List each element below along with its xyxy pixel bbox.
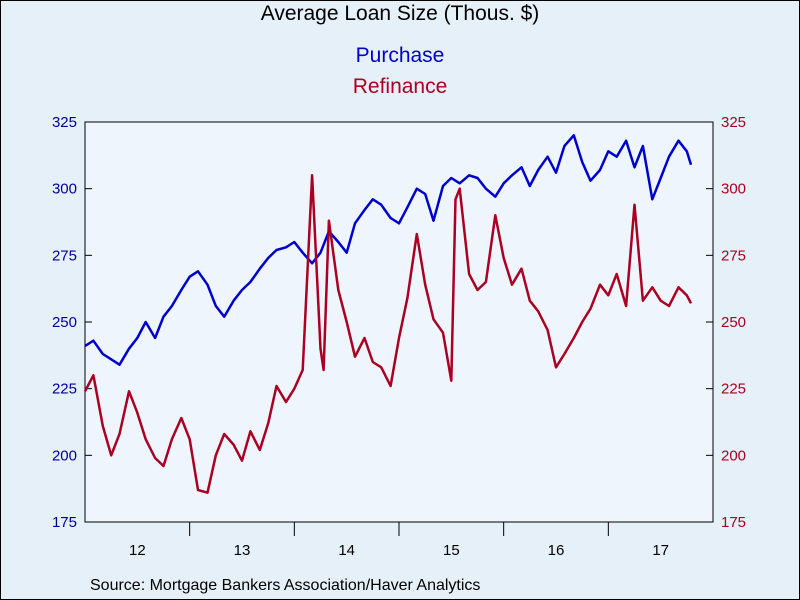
right-tick-label: 275 xyxy=(721,247,746,264)
x-tick-label: 14 xyxy=(338,542,355,559)
right-tick-label: 300 xyxy=(721,181,746,198)
left-tick-label: 200 xyxy=(52,447,77,464)
series-line-purchase xyxy=(84,134,693,366)
x-tick-label: 17 xyxy=(652,542,669,559)
plot-area xyxy=(84,121,714,523)
source-note: Source: Mortgage Bankers Association/Hav… xyxy=(90,577,481,594)
left-tick-label: 300 xyxy=(52,181,77,198)
series-line-refinance xyxy=(83,174,693,494)
left-tick-label: 325 xyxy=(52,114,77,131)
right-tick-label: 175 xyxy=(721,514,746,531)
series-layer xyxy=(83,134,693,494)
right-tick-label: 250 xyxy=(721,314,746,331)
right-tick-label: 225 xyxy=(721,381,746,398)
legend-purchase: Purchase xyxy=(355,44,445,67)
legend-refinance: Refinance xyxy=(352,75,448,98)
chart-title: Average Loan Size (Thous. $) xyxy=(260,2,540,25)
left-tick-label: 250 xyxy=(52,314,77,331)
left-axis: 175 200 225 250 275 300 325 xyxy=(52,114,92,531)
left-tick-label: 175 xyxy=(52,514,77,531)
right-axis: 175 200 225 250 275 300 325 xyxy=(706,114,746,531)
x-tick-label: 12 xyxy=(129,542,146,559)
left-tick-label: 225 xyxy=(52,381,77,398)
right-tick-label: 200 xyxy=(721,447,746,464)
right-tick-label: 325 xyxy=(721,114,746,131)
x-axis: 12 13 14 15 16 17 xyxy=(129,522,669,559)
x-tick-label: 13 xyxy=(234,542,251,559)
x-tick-label: 16 xyxy=(548,542,565,559)
x-tick-label: 15 xyxy=(443,542,460,559)
left-tick-label: 275 xyxy=(52,247,77,264)
